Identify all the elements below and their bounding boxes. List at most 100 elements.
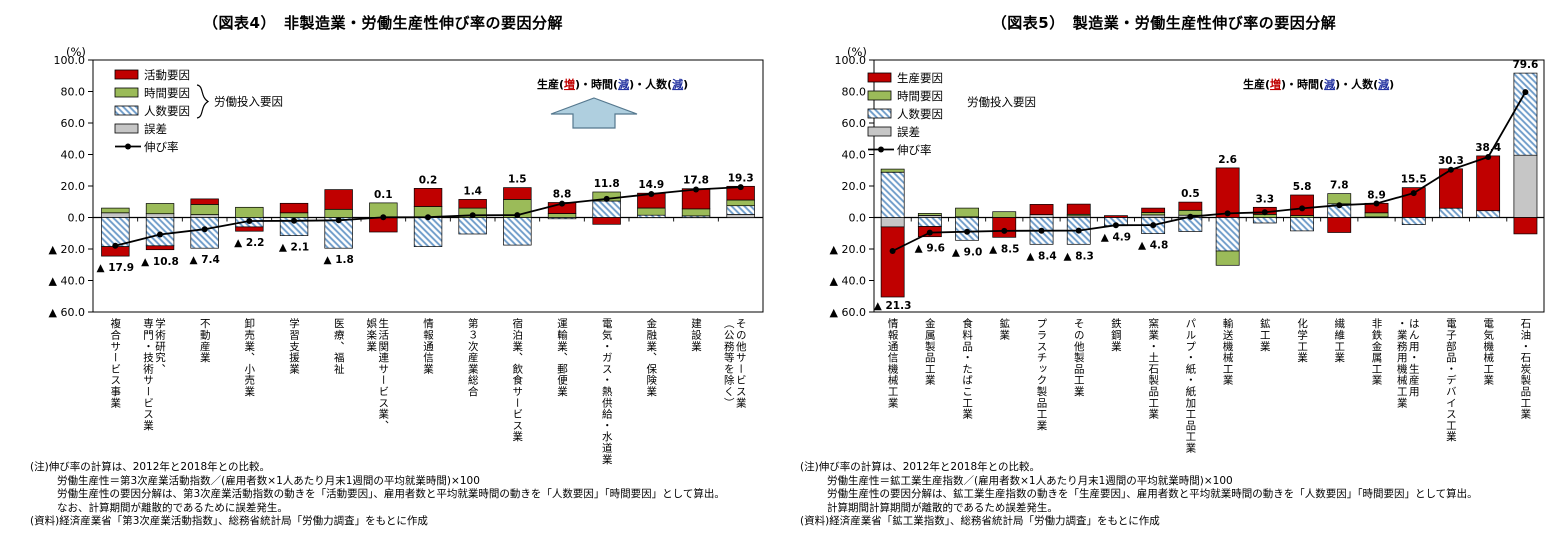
bar-segment <box>681 208 711 217</box>
bar-segment <box>1401 217 1426 225</box>
data-point <box>559 200 565 207</box>
bar-segment <box>1476 210 1501 218</box>
data-point <box>514 212 521 219</box>
bar-segment <box>413 217 443 247</box>
x-axis-label: 建設業 <box>690 318 702 352</box>
value-label: ▲ 10.8 <box>141 256 179 268</box>
bar-group-2 <box>190 198 219 249</box>
bar-segment <box>413 188 443 207</box>
bar-segment <box>917 217 942 227</box>
value-label: ▲ 17.9 <box>96 262 134 274</box>
x-axis-ticks <box>873 217 1545 222</box>
bar-group-7 <box>1141 207 1166 234</box>
value-label: ▲ 21.3 <box>874 300 912 312</box>
bar-segment <box>880 217 905 228</box>
x-axis-label: 金融業、保険業 <box>645 318 658 398</box>
bar-segment <box>1439 207 1463 218</box>
figure4-panel: （図表4） 非製造業・労働生産性伸び率の要因分解 (%) 100.0 80.0 60.… <box>0 0 780 546</box>
footnotes: (注)伸び率の計算は、2012年と2018年との比較。 労働生産性＝第3次産業活動… <box>30 461 780 529</box>
bar-group-6 <box>369 202 398 233</box>
bar-group-0 <box>101 207 130 257</box>
data-point <box>291 217 297 224</box>
data-point <box>380 214 387 221</box>
data-point <box>737 184 744 191</box>
svg-text:60.0: 60.0 <box>61 117 86 130</box>
bar-segment <box>145 213 175 218</box>
bar-group-2 <box>955 207 979 241</box>
data-point <box>964 228 971 235</box>
svg-text:40.0: 40.0 <box>61 149 86 162</box>
svg-text:20.0: 20.0 <box>842 180 867 193</box>
bar-segment <box>235 206 264 218</box>
value-label: 0.1 <box>374 189 393 201</box>
growth-line <box>892 91 1527 252</box>
footnote-line: 労働生産性の要因分解は、鉱工業生産指数の動きを「生産要因」、雇用者数と平均就業時… <box>827 488 1478 500</box>
value-label: 3.3 <box>1255 193 1274 205</box>
bar-segment <box>101 212 130 218</box>
bar-segment <box>101 217 130 247</box>
bar-group-5 <box>1066 203 1091 245</box>
chart-plot: (%) 100.0 80.0 60.0 40.0 20.0 0.0 ▲ 20.0 ▲ 40.0 ▲… <box>781 44 1561 320</box>
value-label: ▲ 2.1 <box>279 242 309 254</box>
data-point <box>1224 210 1231 217</box>
data-point <box>112 242 119 249</box>
bar-segment <box>1066 203 1091 215</box>
bars <box>101 185 755 257</box>
y-axis-unit-label: (%) <box>847 45 867 59</box>
bar-segment <box>190 217 219 249</box>
value-label: ▲ 8.3 <box>1064 250 1094 262</box>
x-axis-label: 輸送機械工業 <box>1221 318 1234 386</box>
svg-text:▲ 20.0: ▲ 20.0 <box>49 243 85 256</box>
bar-segment <box>190 198 219 205</box>
data-point <box>648 191 655 197</box>
x-axis-label: 学術研究、 専門・技術サービス業 <box>142 318 166 431</box>
bar-segment <box>592 200 621 218</box>
svg-text:▲ 40.0: ▲ 40.0 <box>49 275 85 288</box>
legend-group-label: 労働投入要因 <box>967 95 1036 109</box>
value-label: 17.8 <box>683 175 709 187</box>
footnote-line: (資料)経済産業省「鉱工業指数」、総務省統計局「労働力調査」をもとに作成 <box>800 515 1160 527</box>
value-label: 0.5 <box>1181 188 1200 200</box>
chart-plot: (%) 100.0 80.0 60.0 40.0 20.0 0.0 ▲ 20.0 ▲ 40.0 ▲… <box>0 44 780 320</box>
data-point <box>1112 222 1119 229</box>
value-label: 30.3 <box>1438 155 1464 167</box>
bar-segment <box>1141 207 1166 213</box>
bar-segment <box>190 204 219 215</box>
data-point <box>1522 89 1529 96</box>
value-labels: ▲ 21.3 ▲ 9.6 ▲ 9.0 ▲ 8.5 ▲ 8.4 ▲ 8.3 ▲ 4.9 ▲ 4.… <box>874 59 1539 312</box>
value-label: 15.5 <box>1401 174 1427 186</box>
data-point <box>157 231 163 238</box>
footnotes: (注)伸び率の計算は、2012年と2018年との比較。 労働生産性＝鉱工業生産指数… <box>800 461 1550 529</box>
growth-line-series <box>889 89 1529 254</box>
x-axis-label: 運輸業、郵便業 <box>556 318 568 398</box>
x-axis-label: 情報通信機械工業 <box>886 318 899 409</box>
bar-segment <box>324 189 353 210</box>
svg-text:60.0: 60.0 <box>842 117 867 130</box>
value-label: 7.8 <box>1330 180 1349 192</box>
bar-segment <box>458 199 487 209</box>
bar-segment <box>1029 214 1054 218</box>
value-label: ▲ 4.9 <box>1101 232 1131 244</box>
bar-group-14 <box>726 185 755 218</box>
bar-segment <box>880 171 905 218</box>
data-point <box>1299 205 1306 212</box>
bar-segment <box>917 213 942 216</box>
x-axis-label: 金属製品工業 <box>923 318 936 386</box>
data-point <box>425 214 431 221</box>
data-point <box>201 226 208 233</box>
x-axis-label: 鉱工業 <box>1258 318 1271 352</box>
bar-segment <box>1513 72 1538 156</box>
x-axis-label: 第３次産業総合 <box>466 318 479 398</box>
x-axis-label: 窯業・土石製品工業 <box>1147 318 1160 420</box>
bar-group-15 <box>1439 168 1463 218</box>
data-point <box>1001 227 1008 234</box>
chart-svg: (%)100.0 80.0 60.0 40.0 20.0 0.0 ▲ 20.0 ▲ 40.0 ▲… <box>830 45 1545 319</box>
bar-segment <box>992 217 1017 238</box>
data-point <box>1373 200 1380 207</box>
svg-text:80.0: 80.0 <box>61 86 86 99</box>
footnote-line: (資料)経済産業省「第3次産業活動指数」、総務省統計局「労働力調査」をもとに作成 <box>30 515 428 527</box>
figure5-panel: （図表5） 製造業・労働生産性伸び率の要因分解 (%) 100.0 80.0 60.0… <box>781 0 1561 546</box>
up-arrow-icon <box>550 97 638 129</box>
x-axis-label: 電子部品・デバイス工業 <box>1444 318 1457 443</box>
